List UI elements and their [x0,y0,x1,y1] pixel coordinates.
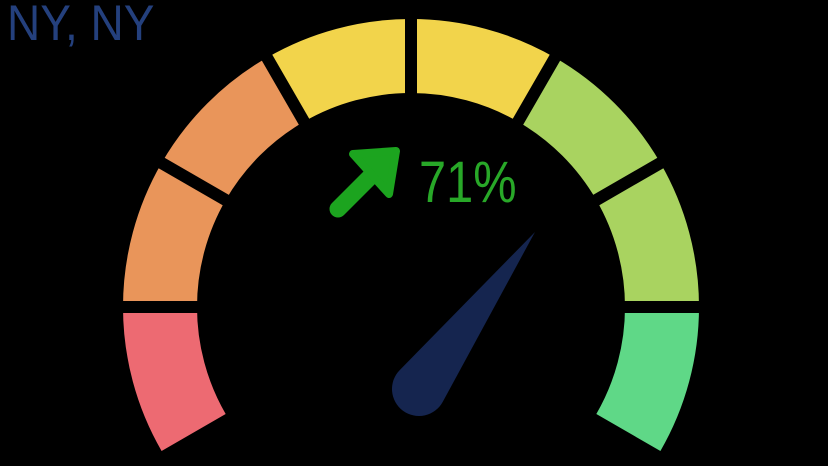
trend-up-arrow-icon [329,147,400,218]
gauge-segment [411,19,555,122]
gauge-segment-divider [509,49,564,130]
gauge-segment [596,307,699,451]
gauge-needle [391,232,535,417]
gauge-segment [518,57,661,200]
gauge-value-label: 71% [419,150,517,215]
gauge-segment-arc [123,19,699,451]
gauge-segment [123,307,226,451]
gauge-segment-dividers [117,13,705,313]
gauge-segment [596,163,699,307]
gauge-segment [161,57,304,200]
gauge-segment [123,163,226,307]
gauge-segment-divider [258,49,313,130]
page-title: NY, NY [7,0,155,51]
gauge-segment-divider [588,154,669,209]
gauge-segment [267,19,411,122]
gauge-segment-divider [153,154,234,209]
